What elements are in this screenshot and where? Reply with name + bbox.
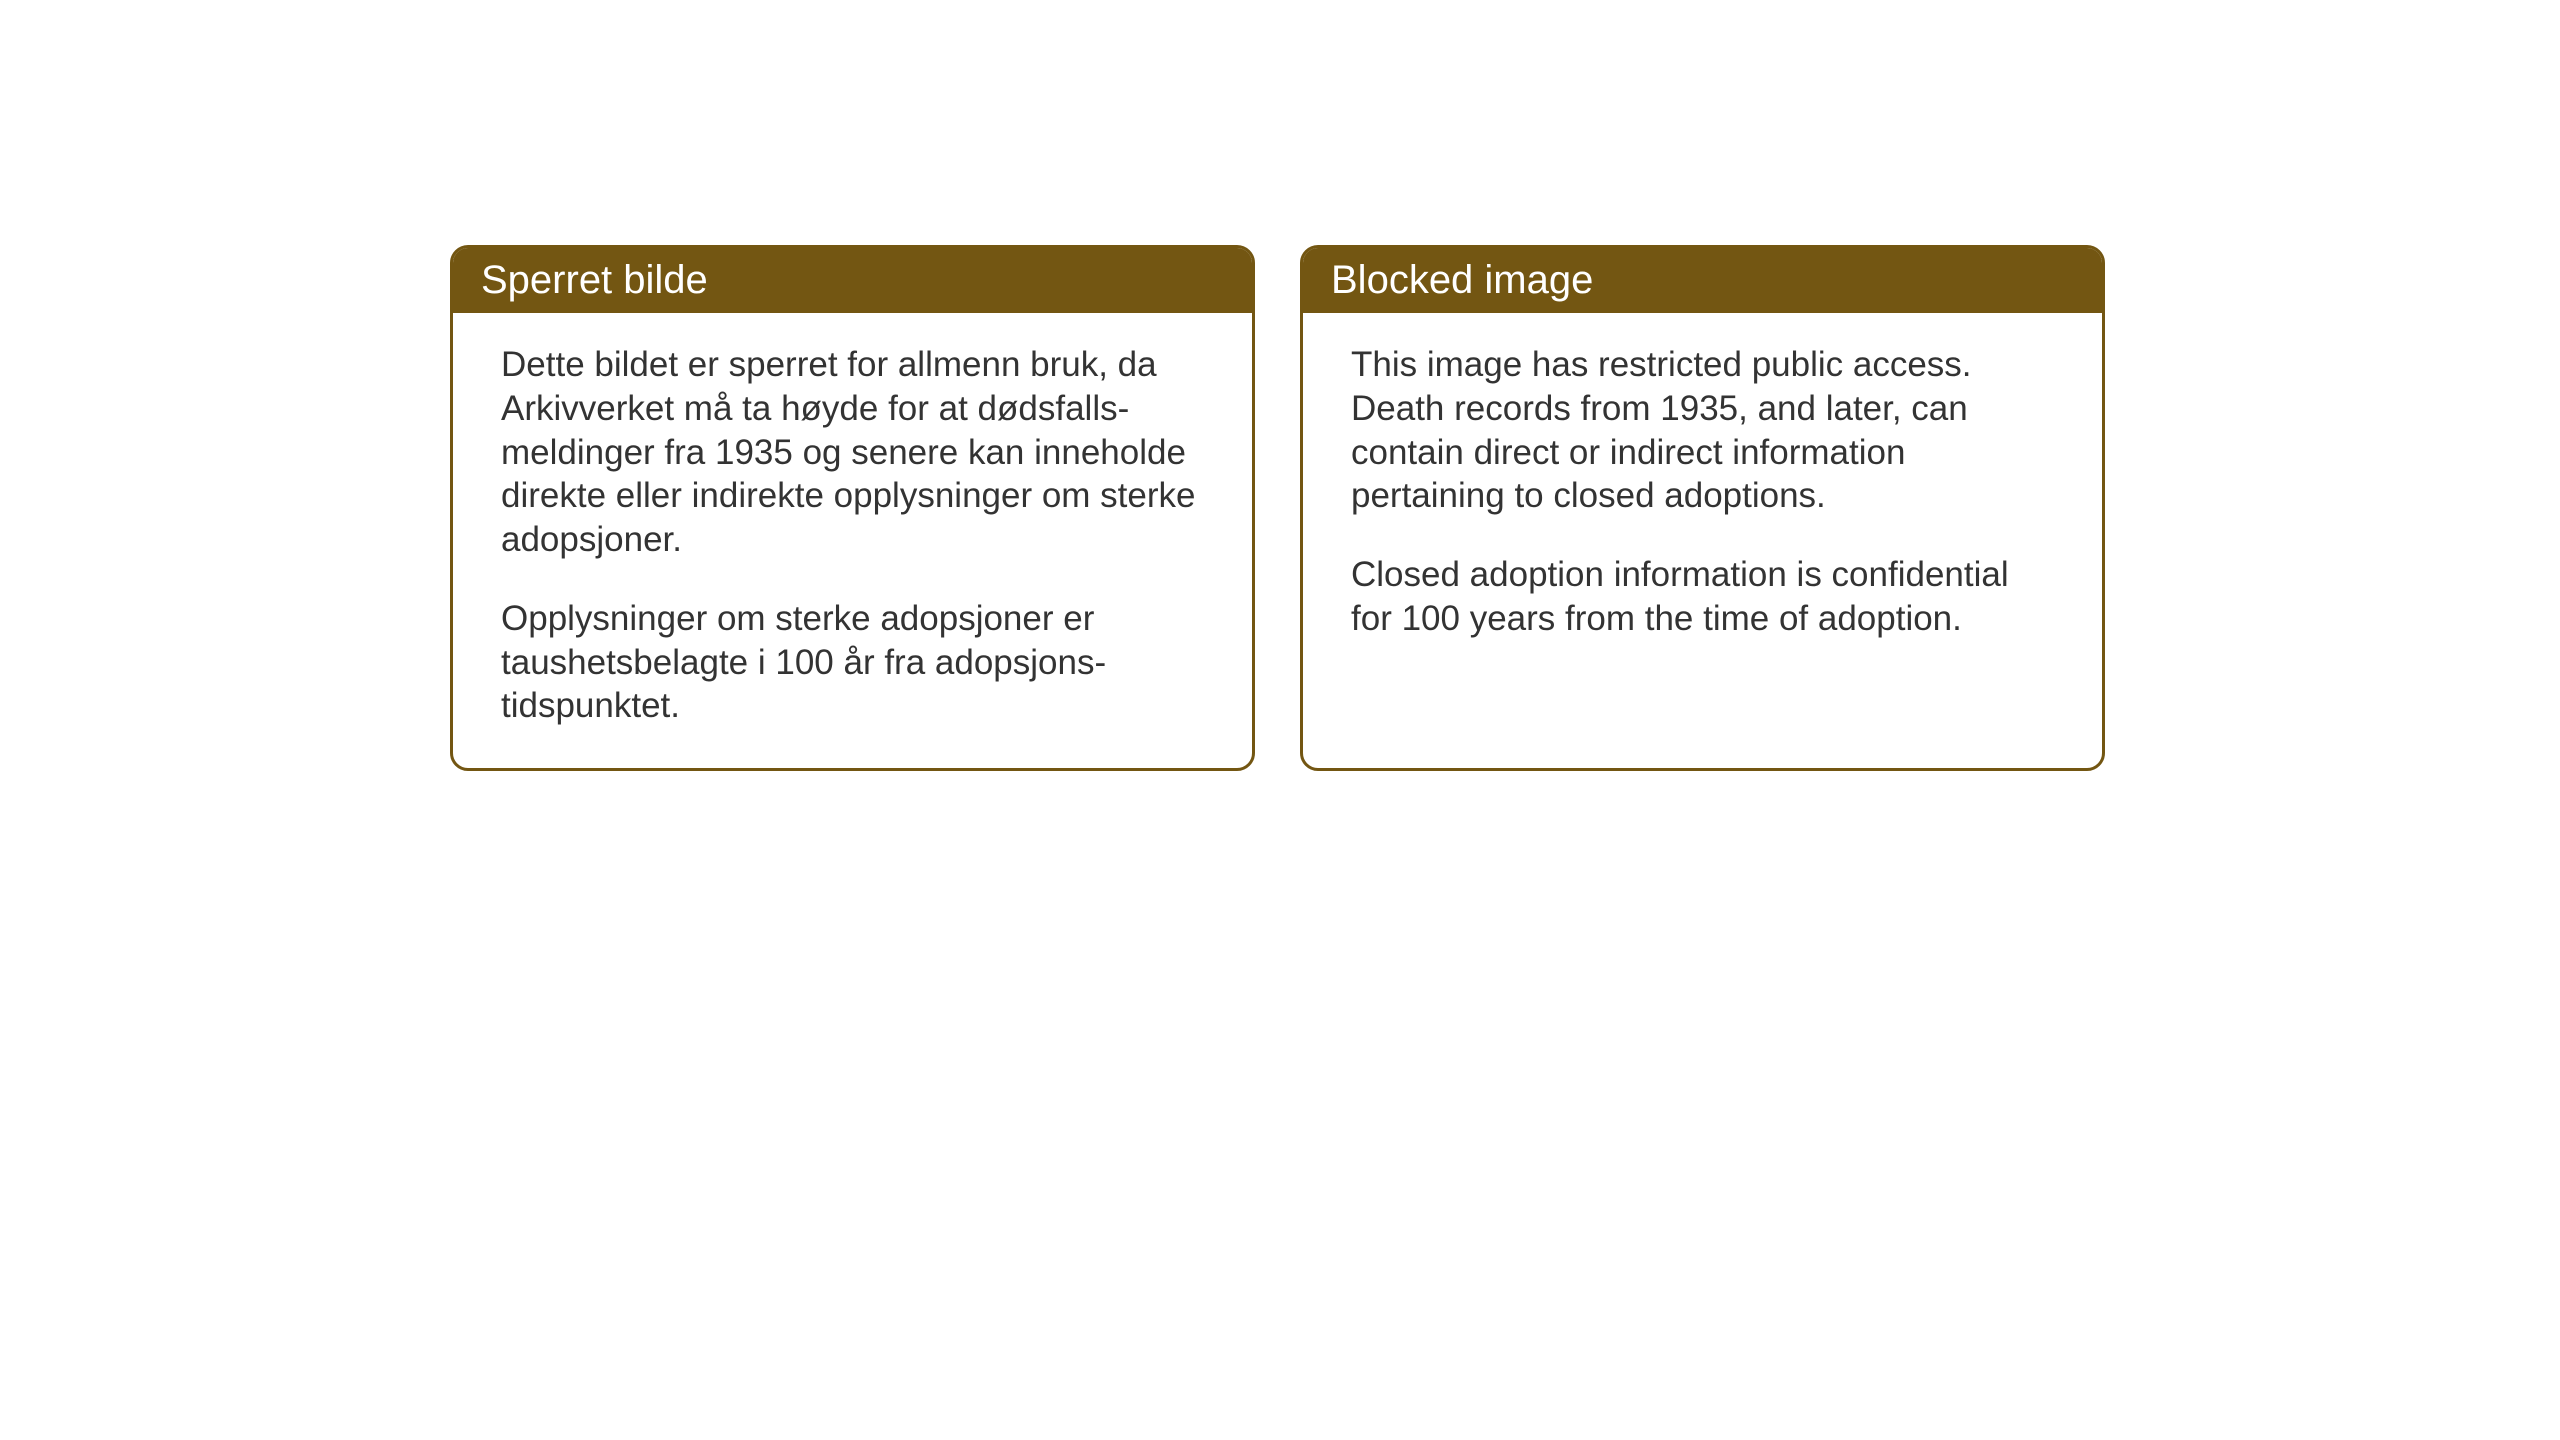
notice-card-english: Blocked image This image has restricted … (1300, 245, 2105, 771)
notice-paragraph-norwegian-2: Opplysninger om sterke adopsjoner er tau… (501, 597, 1204, 728)
notice-paragraph-english-1: This image has restricted public access.… (1351, 343, 2054, 518)
notice-title-norwegian: Sperret bilde (481, 258, 708, 302)
notice-title-english: Blocked image (1331, 258, 1593, 302)
notice-header-english: Blocked image (1303, 248, 2102, 313)
notice-paragraph-english-2: Closed adoption information is confident… (1351, 553, 2054, 641)
notice-header-norwegian: Sperret bilde (453, 248, 1252, 313)
notice-paragraph-norwegian-1: Dette bildet er sperret for allmenn bruk… (501, 343, 1204, 562)
notice-body-norwegian: Dette bildet er sperret for allmenn bruk… (453, 313, 1252, 768)
notice-card-norwegian: Sperret bilde Dette bildet er sperret fo… (450, 245, 1255, 771)
notice-container: Sperret bilde Dette bildet er sperret fo… (450, 245, 2105, 771)
notice-body-english: This image has restricted public access.… (1303, 313, 2102, 681)
